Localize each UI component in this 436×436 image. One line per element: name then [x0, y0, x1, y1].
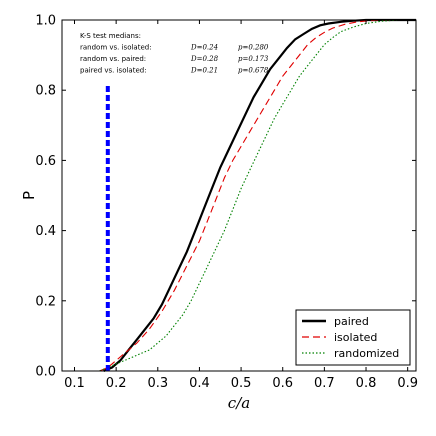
x-tick-label: 0.1: [64, 376, 85, 391]
y-tick-label: 0.0: [35, 365, 56, 380]
legend-label-paired: paired: [334, 315, 369, 328]
x-axis-label: c/a: [228, 394, 250, 412]
annotation-line-label: paired vs. isolated:: [80, 67, 147, 75]
annotation-line-d: D=0.24: [190, 44, 218, 52]
x-tick-label: 0.2: [106, 376, 127, 391]
series-line-paired: [103, 18, 416, 373]
x-tick-label: 0.4: [189, 376, 210, 391]
y-tick-label: 0.6: [35, 154, 56, 169]
x-tick-label: 0.3: [147, 376, 168, 391]
ks-test-annotation: K-S test medians: random vs. isolated: D…: [80, 32, 269, 75]
annotation-line-p: p=0.173: [238, 55, 269, 63]
y-tick-label: 0.2: [35, 294, 56, 309]
annotation-line-d: D=0.28: [190, 55, 219, 63]
x-tick-label: 0.6: [272, 376, 293, 391]
plot-frame: [61, 19, 417, 372]
x-tick-label: 0.7: [314, 376, 335, 391]
y-tick-label: 0.8: [35, 84, 56, 99]
legend-label-randomized: randomized: [334, 347, 399, 360]
x-tick-label: 0.8: [356, 376, 377, 391]
x-tick-label: 0.5: [231, 376, 252, 391]
annotation-line-label: random vs. paired:: [80, 55, 146, 63]
annotation-line-p: p=0.678: [238, 67, 269, 75]
annotation-line-p: p=0.280: [238, 44, 269, 52]
annotation-line-d: D=0.21: [190, 67, 218, 75]
annotation-line-label: random vs. isolated:: [80, 44, 152, 52]
x-tick-label: 0.9: [397, 376, 418, 391]
y-tick-label: 0.4: [35, 224, 56, 239]
y-axis-label: P: [20, 191, 38, 200]
axes-layer: 0.1 0.2 0.3 0.4 0.5 0.6 0.7 0.8 0.9 0.0 0.2 0.4 0.6 0…: [35, 14, 418, 392]
legend: paired isolated randomized: [295, 309, 411, 366]
series-layer: [99, 18, 416, 373]
annotation-heading: K-S test medians:: [80, 32, 141, 40]
y-tick-label: 1.0: [35, 14, 56, 29]
series-line-randomized: [99, 19, 416, 372]
legend-label-isolated: isolated: [334, 331, 377, 344]
series-line-isolated: [99, 19, 416, 372]
